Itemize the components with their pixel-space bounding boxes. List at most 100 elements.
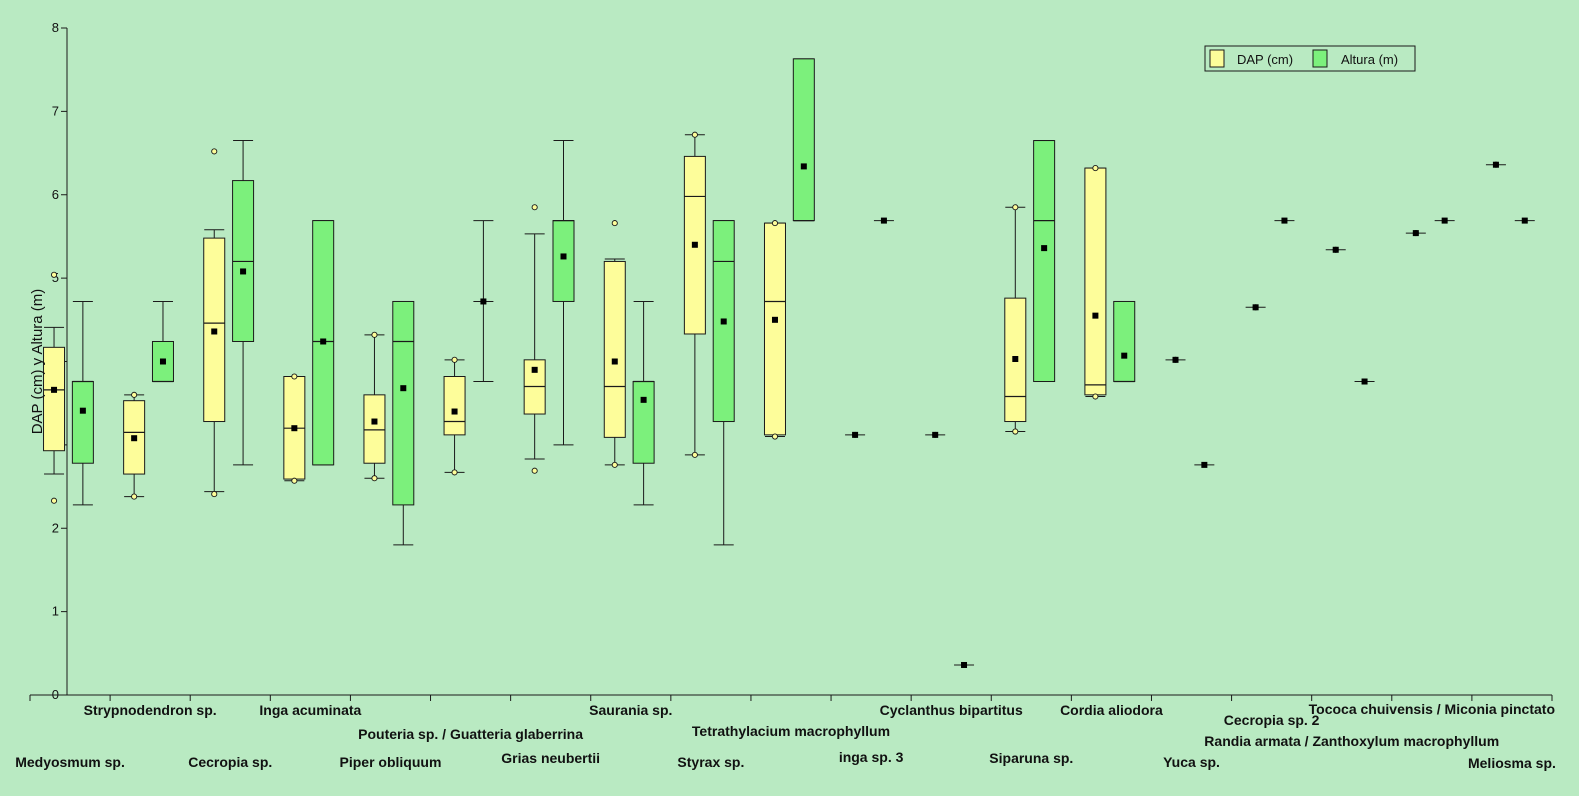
mean-marker [771, 316, 778, 323]
flier-point [531, 204, 538, 211]
flier-point [1092, 165, 1099, 172]
y-tick-label: 7 [52, 103, 59, 118]
mean-marker [932, 431, 939, 438]
mean-marker [880, 217, 887, 224]
mean-marker [560, 253, 567, 260]
flier-point [1012, 204, 1019, 211]
mean-marker [1041, 245, 1048, 252]
mean-marker [131, 435, 138, 442]
category-label: Cyclanthus bipartitus [880, 702, 1023, 718]
flier-point [451, 356, 458, 363]
flier-point [611, 220, 618, 227]
mean-marker [480, 298, 487, 305]
category-label: Cordia aliodora [1060, 702, 1163, 718]
box-altura [712, 220, 735, 546]
mean-marker [240, 268, 247, 275]
iqr-box [763, 222, 786, 436]
box-altura [1274, 217, 1295, 224]
box-dap [123, 391, 146, 500]
iqr-box [1084, 167, 1107, 396]
axes: 012345678 [29, 20, 1553, 702]
flier-point [131, 493, 138, 500]
box-dap [1325, 246, 1346, 253]
flier-point [50, 497, 58, 504]
flier-point [531, 467, 538, 474]
mean-marker [1412, 230, 1419, 237]
flier-point [691, 131, 698, 138]
category-label: Saurania sp. [589, 702, 672, 718]
box-altura [1354, 378, 1375, 385]
box-altura [71, 300, 94, 506]
mean-marker [400, 385, 407, 392]
mean-marker [531, 366, 538, 373]
category-label: Medyosmum sp. [15, 754, 125, 770]
box-altura [873, 217, 894, 224]
box-dap [1245, 304, 1266, 311]
mean-marker [1441, 217, 1448, 224]
flier-point [291, 477, 298, 484]
mean-marker [800, 163, 807, 170]
mean-marker [1361, 378, 1368, 385]
box-altura [1033, 140, 1056, 383]
y-tick-label: 5 [52, 270, 59, 285]
box-dap [443, 356, 466, 476]
mean-marker [1521, 217, 1528, 224]
box-dap [845, 431, 866, 438]
mean-marker [1121, 352, 1128, 359]
iqr-box [43, 346, 66, 452]
iqr-box [552, 220, 575, 302]
iqr-box [392, 300, 415, 506]
box-altura [312, 220, 335, 466]
flier-point [771, 220, 779, 227]
mean-marker [320, 338, 327, 345]
category-label: Meliosma sp. [1468, 755, 1556, 771]
mean-marker [211, 328, 218, 335]
box-dap [1084, 165, 1107, 400]
y-tick-label: 1 [52, 604, 59, 619]
box-altura [632, 300, 655, 506]
mean-marker [1281, 217, 1288, 224]
category-label: Tetrathylacium macrophyllum [692, 723, 890, 739]
mean-marker [51, 386, 58, 393]
y-tick-label: 2 [52, 520, 59, 535]
box-altura [392, 300, 415, 546]
mean-marker [1492, 161, 1499, 168]
box-altura [792, 58, 815, 222]
legend-box [1204, 45, 1416, 72]
mean-marker [451, 408, 458, 415]
flier-point [211, 148, 218, 155]
box-altura [473, 220, 494, 383]
iqr-box [1033, 140, 1056, 383]
box-dap [1004, 204, 1027, 435]
box-altura [552, 140, 575, 446]
box-altura [151, 300, 174, 383]
category-label: Strypnodendron sp. [84, 702, 217, 718]
y-tick-label: 8 [52, 20, 59, 35]
mean-marker [720, 318, 727, 325]
iqr-box [603, 260, 626, 438]
legend-label-dap: DAP (cm) [1237, 52, 1293, 67]
flier-point [1012, 428, 1019, 435]
flier-point [1092, 393, 1099, 400]
mean-marker [291, 425, 298, 432]
mean-marker [691, 241, 698, 248]
category-label: inga sp. 3 [839, 749, 904, 765]
legend: DAP (cm) Altura (m) [1204, 45, 1416, 72]
box-altura [1514, 217, 1535, 224]
category-label: Grias neubertii [501, 750, 600, 766]
box-dap [523, 204, 546, 474]
category-label: Siparuna sp. [989, 750, 1073, 766]
mean-marker [611, 358, 618, 365]
box-dap [203, 148, 226, 498]
mean-marker [1092, 312, 1099, 319]
box-dap [1165, 356, 1186, 363]
mean-marker [961, 661, 968, 668]
category-label: Styrax sp. [677, 754, 744, 770]
mean-marker [1012, 355, 1019, 362]
mean-marker [852, 431, 859, 438]
iqr-box [363, 394, 386, 464]
box-dap [283, 373, 306, 484]
flier-point [50, 271, 58, 278]
